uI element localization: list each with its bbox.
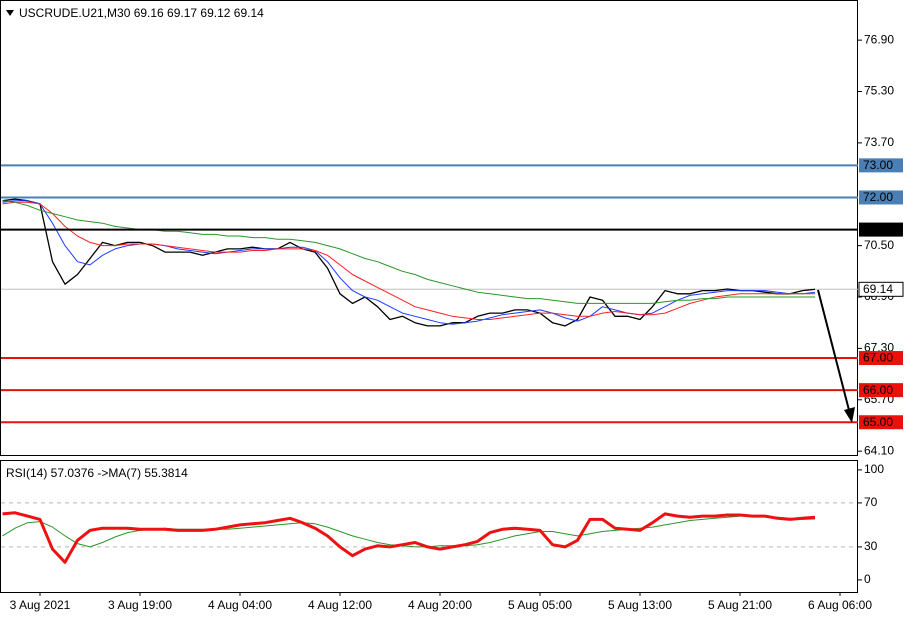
y-tick-label: 100 xyxy=(864,462,884,476)
x-tick-label: 4 Aug 20:00 xyxy=(408,598,472,612)
series-line xyxy=(2,515,816,548)
x-tick-label: 6 Aug 06:00 xyxy=(808,598,872,612)
level-label-box xyxy=(859,222,903,237)
y-tick-label: 0 xyxy=(864,572,871,586)
current-price-box xyxy=(858,281,904,297)
y-tick-label: 70.50 xyxy=(864,238,894,252)
x-tick-label: 4 Aug 04:00 xyxy=(208,598,272,612)
level-label-box xyxy=(859,190,903,205)
y-tick-label: 75.30 xyxy=(864,84,894,98)
level-label: 67.00 xyxy=(863,351,893,365)
chart-title: USCRUDE.U21,M30 69.16 69.17 69.12 69.14 xyxy=(19,6,264,20)
level-label-box xyxy=(859,415,903,430)
x-tick-label: 5 Aug 13:00 xyxy=(608,598,672,612)
x-tick-label: 5 Aug 21:00 xyxy=(708,598,772,612)
level-label: 71.00 xyxy=(863,222,893,236)
x-tick-label: 3 Aug 2021 xyxy=(10,598,71,612)
series-line xyxy=(2,511,816,564)
y-tick-label: 64.10 xyxy=(864,443,894,457)
y-tick-label: 30 xyxy=(864,539,878,553)
y-tick-label: 70 xyxy=(864,495,878,509)
level-label-box xyxy=(859,351,903,366)
forecast-arrow xyxy=(817,289,851,415)
plot-layer: 76.9075.3073.7070.5068.9067.3065.7064.10… xyxy=(1,32,904,612)
menu-triangle xyxy=(6,10,14,16)
x-tick-label: 5 Aug 05:00 xyxy=(508,598,572,612)
price-panel-frame xyxy=(0,0,858,456)
y-tick-label: 73.70 xyxy=(864,135,894,149)
x-tick-label: 4 Aug 12:00 xyxy=(308,598,372,612)
current-price-label: 69.14 xyxy=(863,282,893,296)
level-label: 66.00 xyxy=(863,383,893,397)
forecast-arrowhead xyxy=(844,407,855,423)
level-label: 65.00 xyxy=(863,415,893,429)
series-line xyxy=(2,198,816,327)
level-label: 73.00 xyxy=(863,158,893,172)
series-line xyxy=(2,201,815,320)
rsi-title: RSI(14) 57.0376 ->MA(7) 55.3814 xyxy=(6,466,188,480)
level-label: 72.00 xyxy=(863,190,893,204)
level-label-box xyxy=(859,158,903,173)
x-tick-label: 3 Aug 19:00 xyxy=(108,598,172,612)
level-label-box xyxy=(859,383,903,398)
rsi-panel-frame xyxy=(0,460,858,593)
y-tick-label: 76.90 xyxy=(864,32,894,46)
